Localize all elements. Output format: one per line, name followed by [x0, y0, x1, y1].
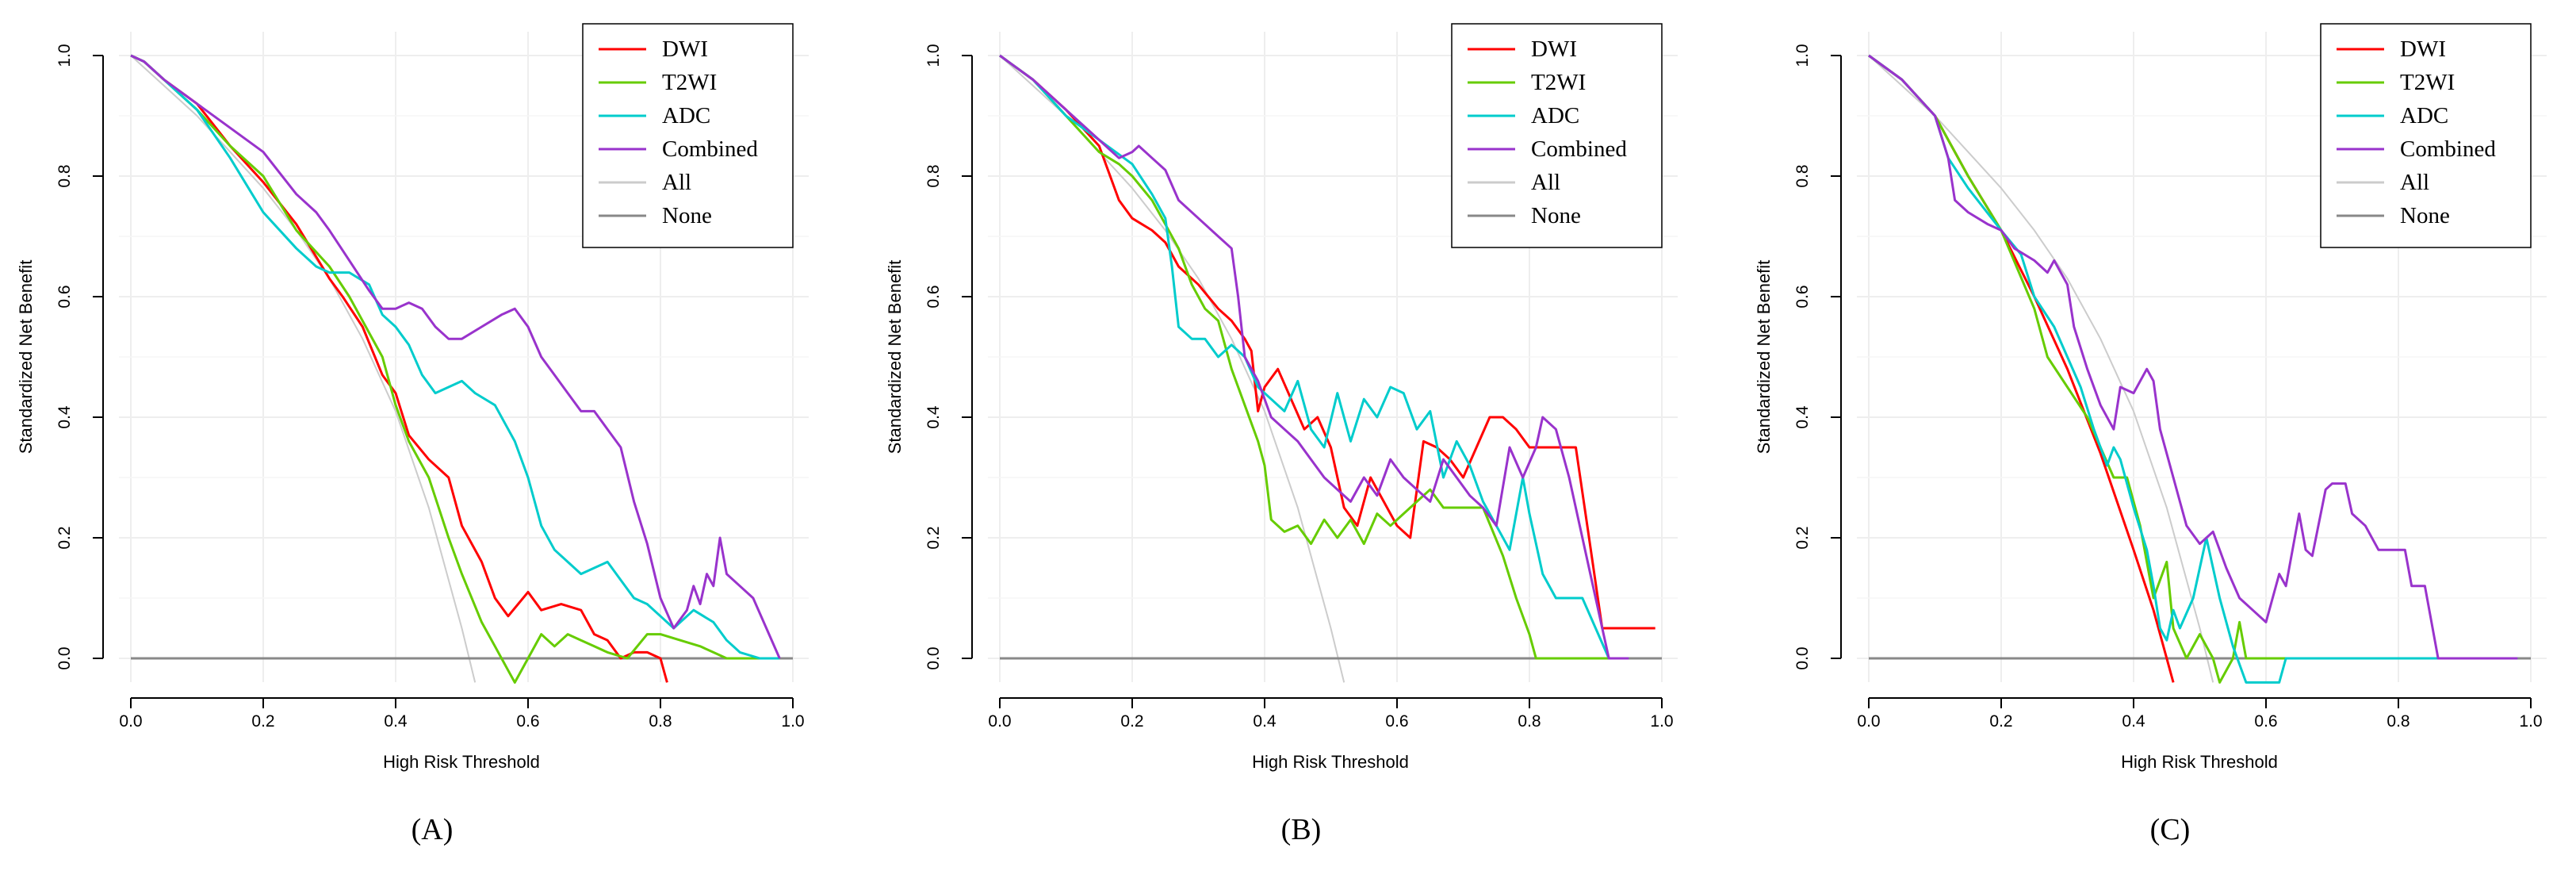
x-axis-title: High Risk Threshold [1252, 752, 1409, 772]
legend-label-combined: Combined [2400, 136, 2496, 162]
x-tick-label: 0.6 [1385, 712, 1408, 731]
x-tick-label: 0.4 [384, 712, 408, 731]
panel-label: (B) [1281, 813, 1322, 846]
y-tick-label: 0.6 [924, 285, 943, 308]
series-line-combined [999, 54, 1629, 660]
y-tick-label: 0.8 [924, 164, 943, 187]
legend-label-combined: Combined [1531, 136, 1627, 162]
x-tick-label: 0.8 [2387, 712, 2409, 731]
chart-panel-3: 0.0 0.2 0.4 0.6 0.8 1.0 High Risk Threshold 0.0… [1754, 23, 2547, 846]
y-tick-label: 0.0 [56, 646, 74, 669]
x-axis-title: High Risk Threshold [383, 752, 540, 772]
legend-label-t2wi: T2WI [662, 70, 717, 95]
legend-label-all: All [1531, 170, 1560, 195]
legend-label-adc: ADC [1531, 103, 1579, 128]
panel-label: (C) [2150, 813, 2191, 846]
y-tick-label: 0.6 [56, 285, 74, 308]
chart-panel-1: 0.0 0.2 0.4 0.6 0.8 1.0 High Risk Threshold 0.0… [16, 23, 809, 846]
y-axis-title: Standardized Net Benefit [16, 260, 36, 455]
legend-label-dwi: DWI [662, 36, 708, 62]
series-line-adc [130, 54, 780, 660]
chart-panel-2: 0.0 0.2 0.4 0.6 0.8 1.0 High Risk Threshold 0.0… [885, 23, 1678, 846]
legend-label-t2wi: T2WI [2400, 70, 2455, 95]
legend-label-none: None [2400, 203, 2450, 228]
x-tick-label: 0.2 [1989, 712, 2012, 731]
series-line-dwi [999, 54, 1655, 630]
y-tick-label: 1.0 [56, 44, 74, 67]
x-tick-label: 0.2 [251, 712, 274, 731]
legend-box [582, 23, 794, 248]
legend-label-none: None [662, 203, 712, 228]
series-line-t2wi [1868, 54, 2518, 684]
legend-label-dwi: DWI [2400, 36, 2446, 62]
series-line-all [130, 55, 477, 683]
panel-label: (A) [411, 813, 454, 846]
y-tick-label: 0.8 [1793, 164, 1812, 187]
legend-box [1451, 23, 1663, 248]
x-tick-label: 1.0 [2519, 712, 2542, 731]
series-line-t2wi [130, 54, 760, 684]
series-line-adc [999, 54, 1629, 660]
x-tick-label: 0.6 [2254, 712, 2277, 731]
y-tick-label: 0.2 [56, 526, 74, 549]
y-tick-label: 0.4 [56, 405, 74, 429]
x-tick-label: 0.0 [119, 712, 142, 731]
y-axis-title: Standardized Net Benefit [885, 260, 905, 455]
legend-label-dwi: DWI [1531, 36, 1577, 62]
legend-label-none: None [1531, 203, 1581, 228]
legend-label-all: All [662, 170, 691, 195]
y-tick-label: 0.8 [56, 164, 74, 187]
series-line-dwi [130, 54, 668, 683]
x-axis-title: High Risk Threshold [2121, 752, 2278, 772]
legend-label-t2wi: T2WI [1531, 70, 1586, 95]
y-tick-label: 1.0 [1793, 44, 1812, 67]
y-tick-label: 1.0 [924, 44, 943, 67]
x-tick-label: 1.0 [781, 712, 804, 731]
series-line-combined [130, 54, 781, 659]
x-tick-label: 0.2 [1120, 712, 1143, 731]
y-tick-label: 0.4 [924, 405, 943, 429]
y-tick-label: 0.6 [1793, 285, 1812, 308]
x-tick-label: 0.0 [988, 712, 1011, 731]
y-tick-label: 0.0 [924, 646, 943, 669]
x-tick-label: 0.8 [1518, 712, 1541, 731]
legend-label-all: All [2400, 170, 2429, 195]
y-tick-label: 0.2 [1793, 526, 1812, 549]
x-tick-label: 0.4 [2122, 712, 2145, 731]
legend-label-adc: ADC [662, 103, 710, 128]
y-axis-title: Standardized Net Benefit [1754, 260, 1774, 455]
series-line-all [1868, 55, 2214, 683]
x-tick-label: 0.0 [1857, 712, 1880, 731]
series-line-combined [1868, 54, 2518, 660]
x-tick-label: 0.6 [516, 712, 539, 731]
y-tick-label: 0.2 [924, 526, 943, 549]
legend-label-adc: ADC [2400, 103, 2448, 128]
series-line-t2wi [999, 54, 1629, 660]
x-tick-label: 1.0 [1650, 712, 1673, 731]
y-tick-label: 0.0 [1793, 646, 1812, 669]
series-line-all [999, 55, 1345, 683]
legend-label-combined: Combined [662, 136, 758, 162]
legend-box [2320, 23, 2532, 248]
x-tick-label: 0.4 [1253, 712, 1277, 731]
series-line-dwi [1868, 54, 2175, 683]
x-tick-label: 0.8 [649, 712, 672, 731]
y-tick-label: 0.4 [1793, 405, 1812, 429]
